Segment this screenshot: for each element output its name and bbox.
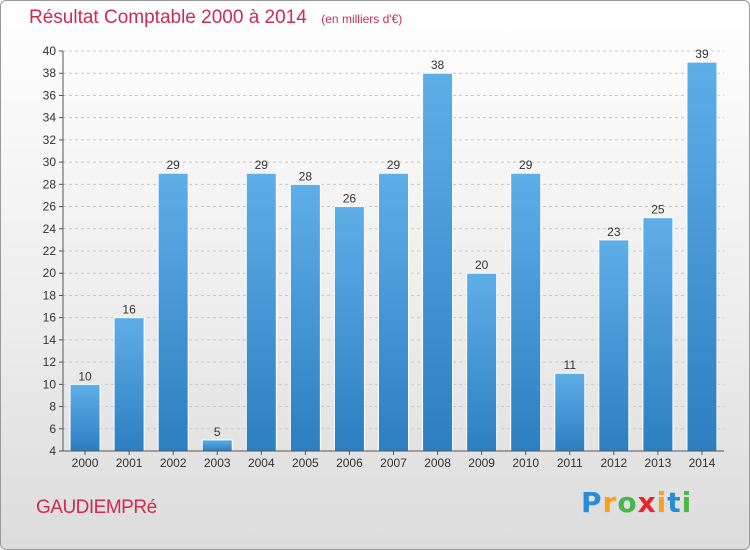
y-tick-label: 24	[43, 222, 57, 236]
y-tick-label: 28	[43, 177, 57, 191]
commune-name: GAUDIEMPRé	[36, 497, 157, 518]
data-label: 25	[651, 203, 665, 217]
bars	[69, 61, 718, 452]
x-tick-label: 2002	[160, 456, 187, 470]
y-tick-label: 36	[43, 88, 57, 102]
data-label: 23	[607, 225, 621, 239]
y-tick-label: 10	[43, 377, 57, 391]
logo-letter: i	[681, 486, 693, 519]
bar	[245, 172, 277, 452]
bar	[289, 183, 321, 452]
bar	[554, 372, 586, 452]
logo-letter: P	[581, 486, 603, 519]
bar	[422, 72, 454, 452]
bar	[466, 272, 498, 452]
x-tick-label: 2004	[248, 456, 275, 470]
x-tick-label: 2000	[72, 456, 99, 470]
data-label: 38	[431, 58, 445, 72]
x-tick-label: 2009	[468, 456, 495, 470]
y-tick-label: 4	[49, 444, 56, 458]
y-tick-label: 26	[43, 200, 57, 214]
bar	[510, 172, 542, 452]
logo-letter: r	[602, 486, 618, 519]
axes: 4 6 8 10 12 14 16 18 20 22 24 26 28 30 32 34 36 38 40 2000 2…	[43, 44, 724, 470]
bar	[333, 206, 365, 452]
title-line: Résultat Comptable 2000 à 2014 (en milli…	[29, 7, 402, 29]
y-tick-label: 8	[49, 400, 56, 414]
y-tick-label: 30	[43, 155, 57, 169]
bar	[598, 239, 630, 452]
bar	[378, 172, 409, 452]
chart-unit-note: (en milliers d'€)	[321, 12, 403, 26]
y-tick-label: 14	[43, 333, 57, 347]
y-tick-label: 22	[43, 244, 57, 258]
logo-letter: o	[617, 486, 638, 519]
data-labels: 10 16 29 5 29 28 26 29 38 20 29 11 23 25 39	[78, 47, 709, 439]
x-tick-label: 2003	[204, 456, 231, 470]
bar	[113, 317, 145, 452]
x-tick-label: 2011	[557, 456, 583, 470]
bar	[157, 172, 189, 452]
chart-title: Résultat Comptable 2000 à 2014	[29, 7, 307, 28]
data-label: 10	[78, 369, 92, 383]
y-tick-label: 18	[43, 288, 57, 302]
x-tick-label: 2014	[689, 456, 716, 470]
proxiti-logo: Proxiti	[581, 486, 692, 519]
data-label: 16	[122, 303, 136, 317]
data-label: 29	[166, 158, 180, 172]
data-label: 29	[255, 158, 269, 172]
y-tick-label: 34	[43, 111, 57, 125]
x-tick-label: 2007	[380, 456, 407, 470]
data-label: 28	[299, 169, 313, 183]
y-tick-label: 20	[43, 266, 57, 280]
y-tick-label: 6	[49, 422, 56, 436]
logo-letter: t	[667, 486, 682, 519]
x-tick-label: 2013	[645, 456, 672, 470]
y-tick-label: 40	[43, 44, 57, 58]
y-tick-label: 32	[43, 133, 57, 147]
data-label: 5	[214, 425, 221, 439]
data-label: 20	[475, 258, 489, 272]
x-tick-label: 2001	[116, 456, 143, 470]
x-tick-label: 2005	[292, 456, 319, 470]
bar	[69, 383, 101, 452]
x-tick-label: 2012	[600, 456, 627, 470]
bar	[201, 439, 233, 452]
y-tick-label: 38	[43, 66, 57, 80]
data-label: 11	[564, 358, 577, 372]
x-tick-label: 2006	[336, 456, 363, 470]
x-tick-label: 2008	[424, 456, 451, 470]
logo-letter: x	[637, 486, 657, 519]
logo-letter: i	[656, 486, 668, 519]
data-label: 39	[695, 47, 709, 61]
y-tick-label: 12	[43, 355, 57, 369]
x-tick-label: 2010	[512, 456, 539, 470]
bar	[686, 61, 718, 452]
bar	[642, 217, 674, 452]
data-label: 29	[519, 158, 533, 172]
data-label: 26	[343, 192, 357, 206]
y-tick-label: 16	[43, 311, 57, 325]
data-label: 29	[387, 158, 401, 172]
